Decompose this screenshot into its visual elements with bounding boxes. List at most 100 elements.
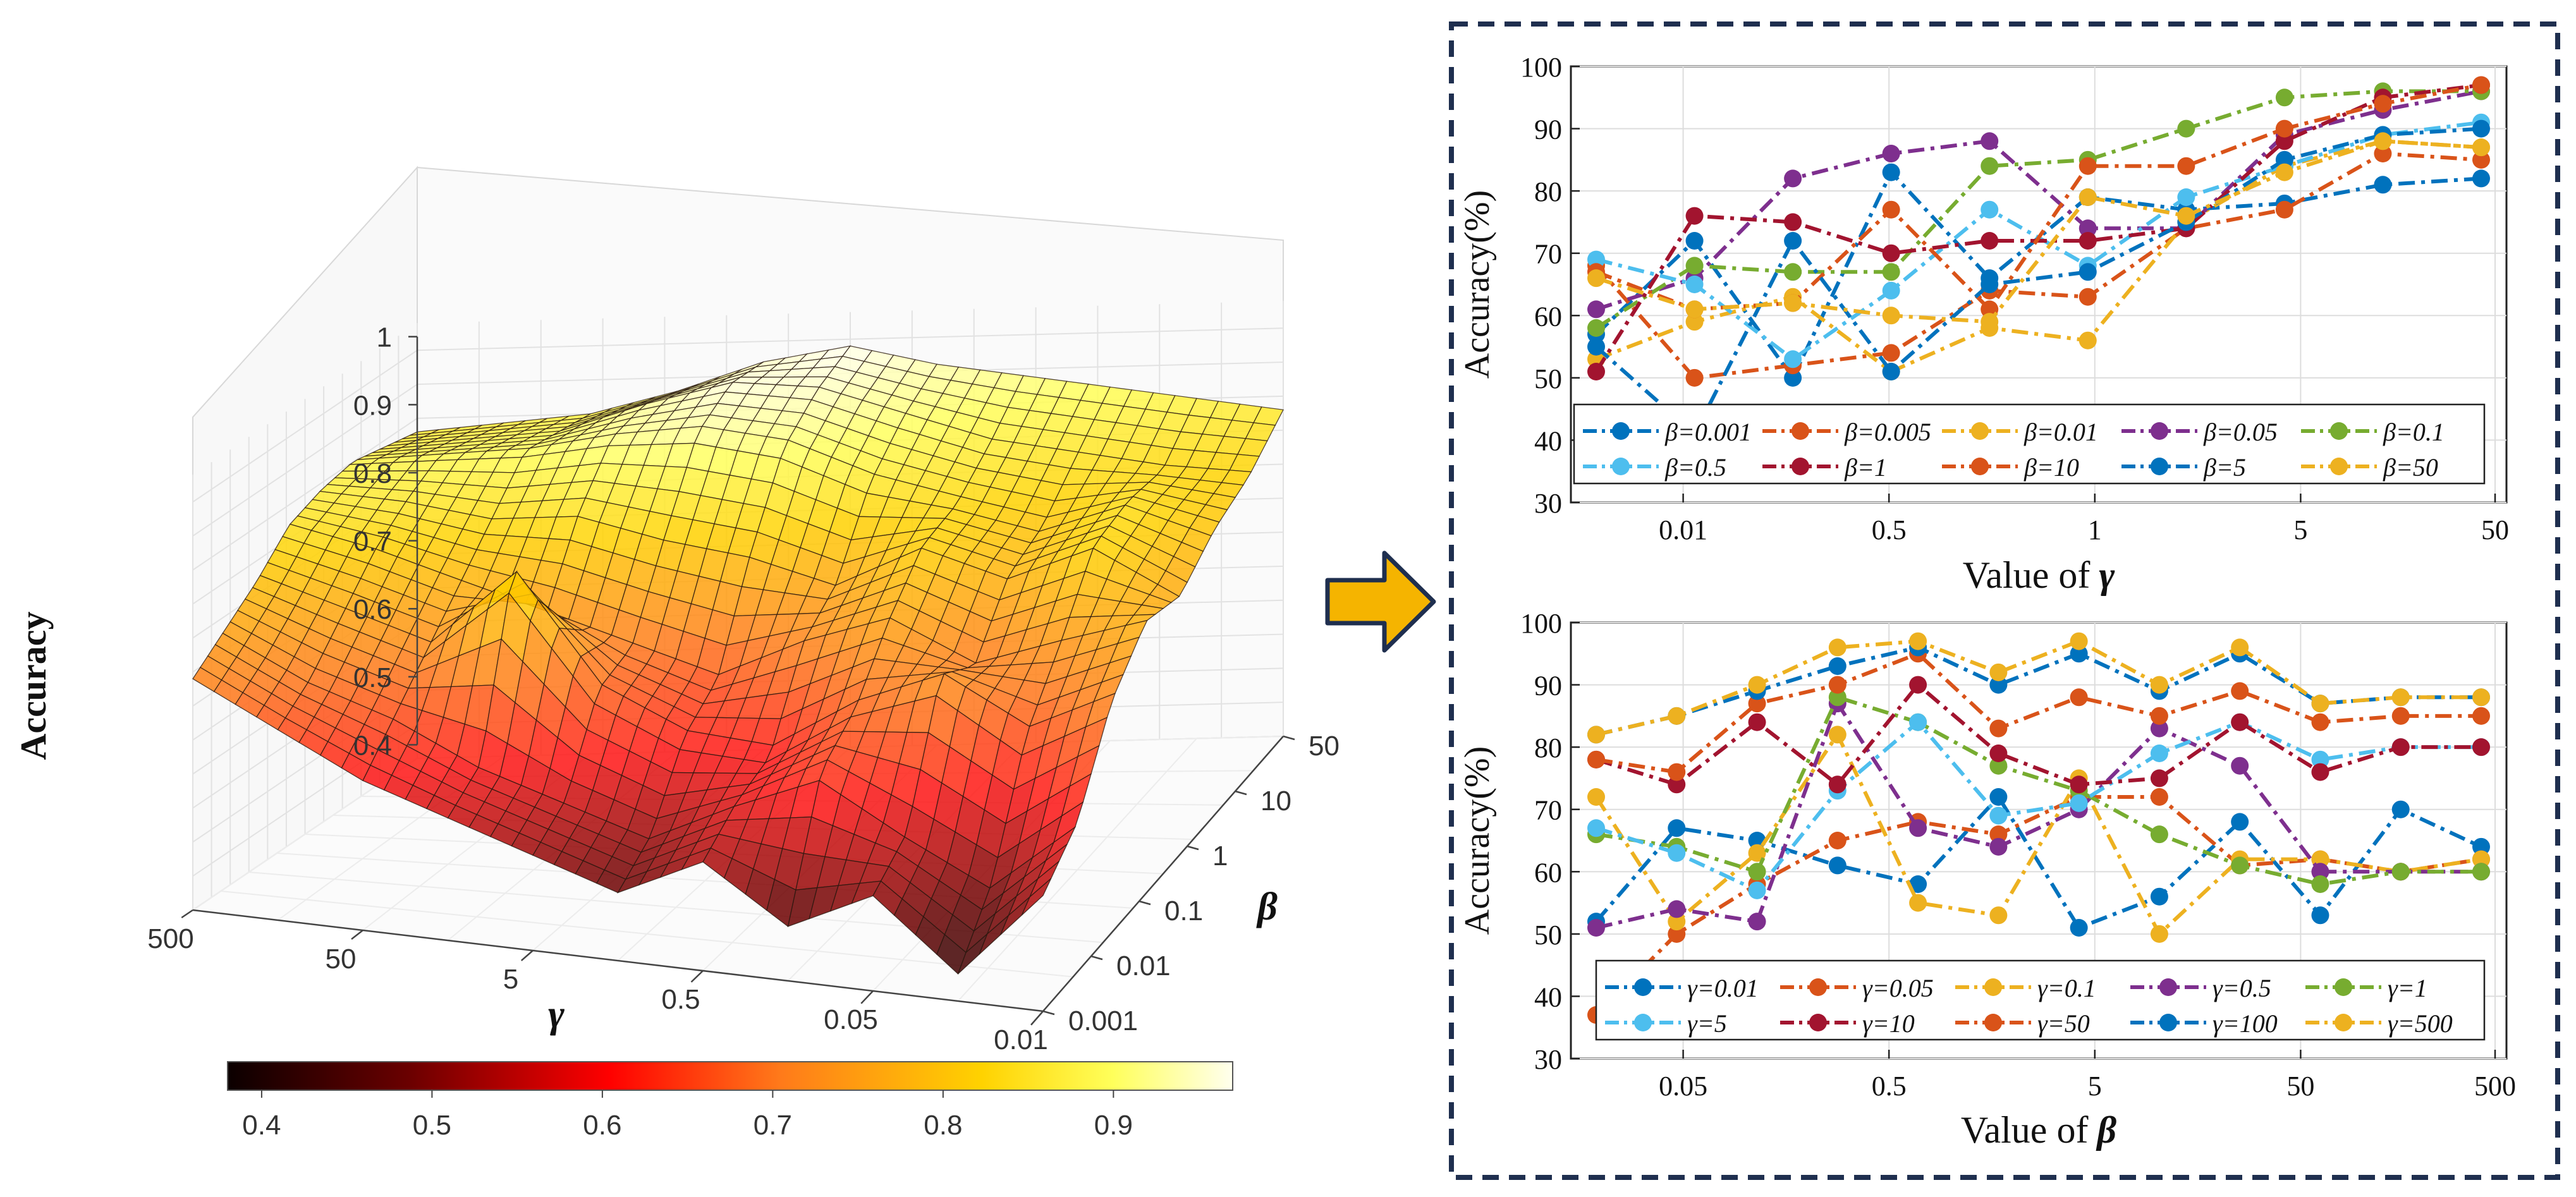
data-point	[1909, 819, 1927, 837]
legend-label: β=0.1	[2383, 418, 2445, 446]
data-point	[2070, 645, 2088, 663]
data-point	[2177, 188, 2195, 206]
data-point	[2472, 138, 2490, 157]
data-point	[2150, 707, 2168, 725]
beta-tick	[1283, 735, 1295, 741]
data-point	[1989, 906, 2008, 925]
y-tick-label: 60	[1534, 301, 1562, 332]
data-point	[1909, 875, 1927, 893]
data-point	[2231, 638, 2249, 657]
beta-tick-label: 50	[1309, 731, 1340, 762]
colorbar-ticks: 0.4 0.5 0.6 0.7 0.8 0.9	[242, 1090, 1133, 1141]
series-line	[1596, 639, 2481, 737]
beta-y-label: Accuracy(%)	[1458, 746, 1497, 935]
beta-tick	[1090, 955, 1103, 961]
legend-label: γ=0.01	[1687, 974, 1759, 1002]
colorbar-tick-label: 0.7	[754, 1110, 792, 1141]
x-tick-label: 0.5	[1872, 514, 1907, 545]
y-tick-label: 70	[1534, 239, 1562, 270]
series-line	[1594, 795, 2482, 1017]
legend-marker	[1984, 1014, 2002, 1031]
x-tick-label: 500	[2474, 1071, 2516, 1102]
data-point	[2311, 763, 2329, 781]
legend-label: β=10	[2024, 453, 2079, 482]
data-point	[2472, 863, 2490, 881]
legend-label: γ=0.1	[2037, 974, 2096, 1002]
legend-marker	[1809, 978, 1827, 996]
beta-tick-label: 0.1	[1164, 896, 1203, 927]
data-point	[2079, 157, 2097, 175]
surface-patch	[1021, 878, 1052, 916]
legend-label: γ=0.5	[2213, 974, 2271, 1002]
beta-axes: 30 40 50 60 70 80 90 100 0.05 0.5 5 50 500	[1520, 608, 2516, 1102]
data-point	[2275, 200, 2293, 219]
data-point	[1882, 344, 1900, 362]
data-point	[1989, 806, 2008, 825]
beta-tick-label: 1	[1212, 841, 1228, 872]
data-point	[1909, 713, 1927, 731]
y-tick-label: 40	[1534, 981, 1562, 1012]
data-point	[2275, 132, 2293, 150]
surface-mesh	[192, 345, 1285, 975]
data-point	[1828, 856, 1847, 875]
x-tick-label: 1	[2088, 514, 2102, 545]
data-point	[1989, 719, 2008, 738]
data-point	[1784, 169, 1802, 188]
x-tick-label: 5	[2293, 514, 2307, 545]
gamma-tick	[690, 970, 704, 983]
data-point	[2275, 150, 2293, 169]
series-line	[1596, 719, 2481, 893]
data-point	[2311, 713, 2329, 731]
gamma-axis-label: γ	[548, 993, 565, 1036]
beta-series	[1587, 632, 2490, 1024]
data-point	[1882, 200, 1900, 219]
data-point	[1587, 919, 1605, 937]
data-point	[1828, 676, 1847, 694]
legend-label: β=0.01	[2024, 418, 2098, 446]
data-point	[2472, 738, 2490, 756]
data-point	[1784, 294, 1802, 312]
data-point	[1685, 276, 1704, 293]
gamma-y-label: Accuracy(%)	[1458, 190, 1497, 379]
data-point	[2275, 163, 2293, 181]
series-line	[1594, 794, 2482, 930]
legend-marker	[2151, 458, 2168, 475]
legend-marker	[1634, 1014, 1652, 1031]
data-point	[2079, 188, 2097, 206]
data-point	[1981, 157, 1999, 175]
legend-label: β=0.5	[1664, 453, 1726, 482]
legend-label: β=0.05	[2203, 418, 2278, 446]
gamma-tick-label: 5	[503, 964, 518, 995]
legend-marker	[2159, 978, 2177, 996]
data-point	[1685, 207, 1704, 225]
gamma-series	[1587, 76, 2490, 443]
gamma-tick-label: 0.01	[994, 1024, 1048, 1055]
colorbar-tick-label: 0.6	[583, 1110, 621, 1141]
beta-tick	[1187, 845, 1199, 851]
data-point	[1981, 132, 1999, 150]
series-line	[1596, 89, 2482, 312]
legend-label: γ=1	[2388, 974, 2427, 1002]
beta-tick	[1138, 900, 1151, 906]
legend-marker	[2330, 458, 2348, 475]
data-point	[1587, 750, 1605, 769]
data-point	[2070, 775, 2088, 794]
gamma-tick	[351, 930, 363, 940]
floor-grid-line	[221, 890, 1073, 978]
z-tick-label: 0.4	[353, 730, 392, 761]
data-point	[1587, 250, 1605, 269]
data-point	[2311, 750, 2329, 769]
surface-axes: 0.40.50.60.70.80.915005050.50.050.015010…	[147, 322, 1340, 1055]
data-point	[2079, 331, 2097, 349]
data-point	[1989, 825, 2008, 844]
data-point	[1828, 688, 1847, 707]
legend-marker	[1612, 422, 1630, 440]
data-point	[2177, 157, 2195, 175]
data-point	[1668, 775, 1686, 794]
gamma-tick-label: 50	[326, 944, 357, 975]
data-point	[1587, 788, 1605, 806]
colorbar-tick-label: 0.8	[924, 1110, 962, 1141]
legend-marker	[2159, 1014, 2177, 1031]
gamma-x-label-text: Value of	[1963, 554, 2091, 596]
